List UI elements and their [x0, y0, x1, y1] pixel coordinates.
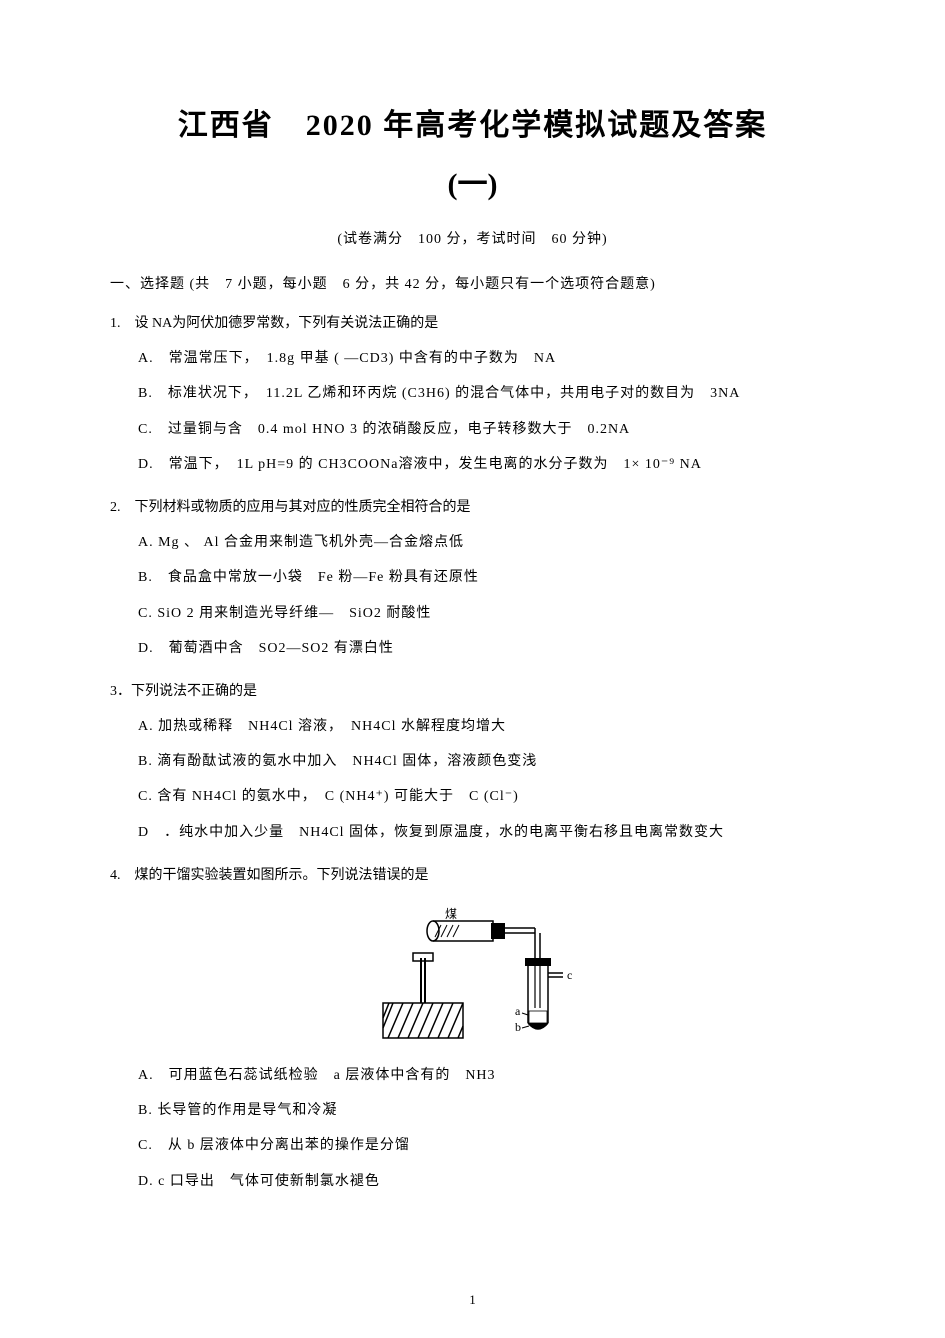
question-4-option-c: C. 从 b 层液体中分离出苯的操作是分馏 — [138, 1133, 835, 1158]
apparatus-figure: 煤 c — [110, 903, 835, 1048]
question-2-text: 2. 下列材料或物质的应用与其对应的性质完全相符合的是 — [110, 495, 835, 520]
question-4: 4. 煤的干馏实验装置如图所示。下列说法错误的是 — [110, 863, 835, 1194]
question-4-option-d: D. c 口导出 气体可使新制氯水褪色 — [138, 1169, 835, 1194]
question-3-option-d: D ．纯水中加入少量 NH4Cl 固体，恢复到原温度，水的电离平衡右移且电离常数… — [138, 820, 835, 845]
question-1-option-d: D. 常温下， 1L pH=9 的 CH3COONa溶液中，发生电离的水分子数为… — [138, 452, 835, 477]
exam-title: 江西省 2020 年高考化学模拟试题及答案 — [110, 100, 835, 144]
question-2: 2. 下列材料或物质的应用与其对应的性质完全相符合的是 A. Mg 、 Al 合… — [110, 495, 835, 661]
exam-meta: (试卷满分 100 分，考试时间 60 分钟) — [110, 228, 835, 248]
question-2-option-c: C. SiO 2 用来制造光导纤维— SiO2 耐酸性 — [138, 601, 835, 626]
question-4-option-b: B. 长导管的作用是导气和冷凝 — [138, 1098, 835, 1123]
label-c: c — [567, 968, 572, 982]
page-number: 1 — [469, 1292, 476, 1308]
question-1: 1. 设 NA为阿伏加德罗常数，下列有关说法正确的是 A. 常温常压下， 1.8… — [110, 311, 835, 477]
question-1-option-a: A. 常温常压下， 1.8g 甲基 ( —CD3) 中含有的中子数为 NA — [138, 346, 835, 371]
question-4-text: 4. 煤的干馏实验装置如图所示。下列说法错误的是 — [110, 863, 835, 888]
question-3-option-a: A. 加热或稀释 NH4Cl 溶液， NH4Cl 水解程度均增大 — [138, 714, 835, 739]
apparatus-svg: 煤 c — [363, 903, 583, 1043]
exam-subtitle: (一) — [110, 159, 835, 203]
question-3-text: 3．下列说法不正确的是 — [110, 679, 835, 704]
label-a: a — [515, 1004, 521, 1018]
question-1-option-c: C. 过量铜与含 0.4 mol HNO 3 的浓硝酸反应，电子转移数大于 0.… — [138, 417, 835, 442]
question-3-option-b: B. 滴有酚酞试液的氨水中加入 NH4Cl 固体，溶液颜色变浅 — [138, 749, 835, 774]
question-2-option-d: D. 葡萄酒中含 SO2—SO2 有漂白性 — [138, 636, 835, 661]
label-b: b — [515, 1020, 521, 1034]
coal-label: 煤 — [445, 907, 457, 921]
question-4-option-a: A. 可用蓝色石蕊试纸检验 a 层液体中含有的 NH3 — [138, 1063, 835, 1088]
section-header: 一、选择题 (共 7 小题，每小题 6 分，共 42 分，每小题只有一个选项符合… — [110, 273, 835, 293]
question-2-option-a: A. Mg 、 Al 合金用来制造飞机外壳—合金熔点低 — [138, 530, 835, 555]
question-3-option-c: C. 含有 NH4Cl 的氨水中， C (NH4⁺) 可能大于 C (Cl⁻) — [138, 784, 835, 809]
question-1-text: 1. 设 NA为阿伏加德罗常数，下列有关说法正确的是 — [110, 311, 835, 336]
question-2-option-b: B. 食品盒中常放一小袋 Fe 粉—Fe 粉具有还原性 — [138, 565, 835, 590]
question-3: 3．下列说法不正确的是 A. 加热或稀释 NH4Cl 溶液， NH4Cl 水解程… — [110, 679, 835, 845]
question-1-option-b: B. 标准状况下， 11.2L 乙烯和环丙烷 (C3H6) 的混合气体中，共用电… — [138, 381, 835, 406]
